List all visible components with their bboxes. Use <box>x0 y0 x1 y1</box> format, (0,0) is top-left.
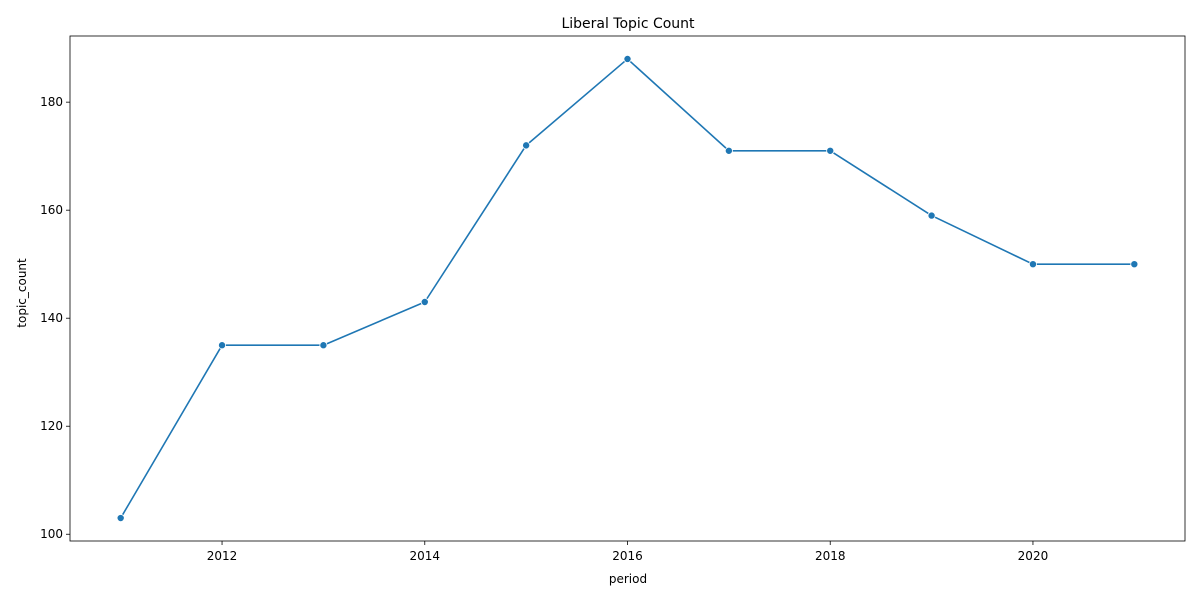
data-point <box>218 341 227 350</box>
data-point <box>927 211 936 220</box>
data-point <box>420 298 429 307</box>
data-point <box>319 341 328 350</box>
x-tick-label: 2014 <box>409 549 440 563</box>
y-axis: 100 120 140 160 180 <box>40 95 70 541</box>
y-tick-label: 100 <box>40 527 63 541</box>
x-axis: 2012 2014 2016 2018 2020 <box>207 541 1048 563</box>
y-tick-label: 160 <box>40 203 63 217</box>
plot-frame <box>69 35 1186 542</box>
y-tick-label: 120 <box>40 419 63 433</box>
plot-area <box>69 35 1186 542</box>
chart-title: Liberal Topic Count <box>561 16 695 32</box>
x-axis-label: period <box>609 572 647 586</box>
data-point <box>1028 260 1037 269</box>
series-line <box>119 58 1135 519</box>
y-axis-label: topic_count <box>15 258 29 328</box>
data-point <box>1130 260 1139 269</box>
data-point <box>522 141 531 150</box>
x-tick-label: 2020 <box>1018 549 1049 563</box>
y-tick-label: 140 <box>40 311 63 325</box>
data-point <box>623 54 632 63</box>
x-tick-label: 2012 <box>207 549 238 563</box>
x-tick-label: 2016 <box>612 549 643 563</box>
y-tick-label: 180 <box>40 95 63 109</box>
data-point <box>116 514 125 523</box>
x-tick-label: 2018 <box>815 549 846 563</box>
data-point <box>724 146 733 155</box>
series-group <box>116 54 1139 523</box>
data-point <box>826 146 835 155</box>
